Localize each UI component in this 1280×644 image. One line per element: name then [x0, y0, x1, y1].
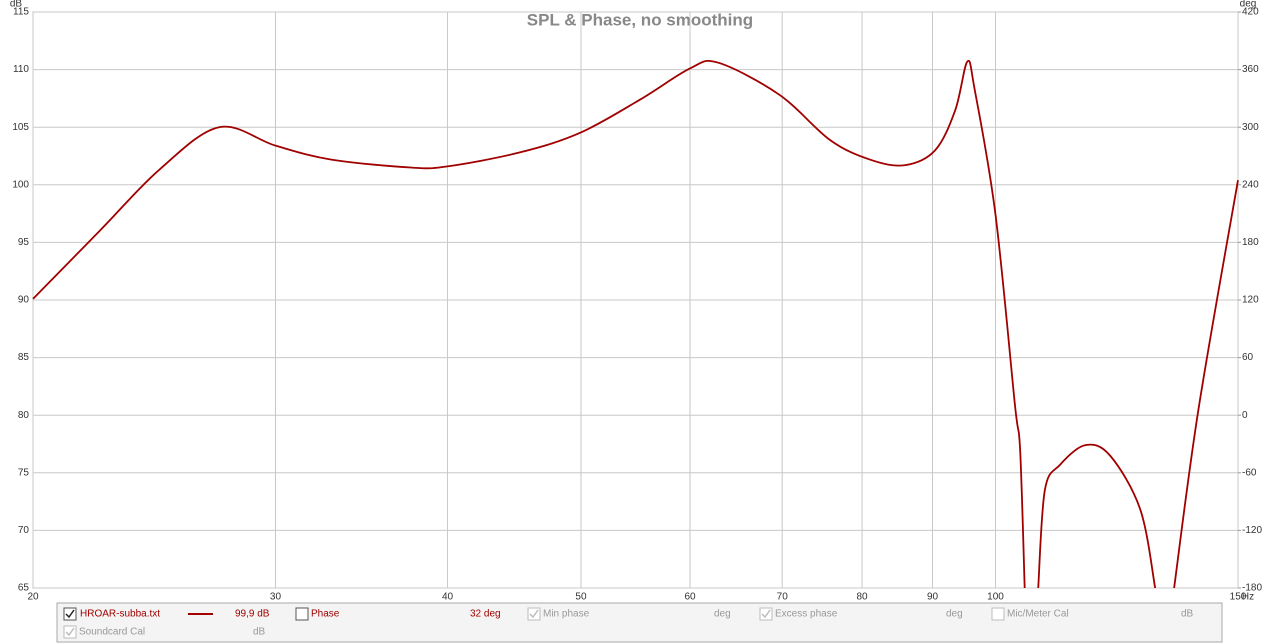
series-checkbox[interactable]: [63, 607, 77, 621]
y2-tick-label: 420: [1242, 7, 1259, 18]
x-tick-label: 90: [927, 592, 939, 603]
legend-checkbox[interactable]: [295, 607, 309, 621]
legend-reading: deg: [946, 609, 963, 620]
chart-title: SPL & Phase, no smoothing: [527, 10, 753, 29]
check-mark: [65, 609, 75, 619]
legend-checkbox[interactable]: [527, 607, 541, 621]
legend-reading: deg: [714, 609, 731, 620]
y2-tick-label: -180: [1242, 583, 1262, 594]
legend-label: Soundcard Cal: [79, 627, 145, 638]
legend-checkbox[interactable]: [759, 607, 773, 621]
x-axis-label: Hz: [1242, 592, 1254, 603]
y2-tick-label: 180: [1242, 237, 1259, 248]
legend-label: Min phase: [543, 609, 590, 620]
y-axis-label: dB: [10, 0, 23, 10]
legend-checkbox[interactable]: [63, 625, 77, 639]
y-tick-label: 65: [18, 583, 30, 594]
check-mark: [761, 609, 771, 619]
y2-tick-label: 120: [1242, 295, 1259, 306]
y2-axis-label: deg: [1240, 0, 1257, 10]
x-tick-label: 20: [27, 592, 39, 603]
y-tick-label: 95: [18, 237, 30, 248]
y-tick-label: 90: [18, 295, 30, 306]
x-tick-label: 100: [987, 592, 1004, 603]
x-tick-label: 80: [857, 592, 869, 603]
y2-tick-label: 300: [1242, 122, 1259, 133]
legend-label: HROAR-subba.txt: [80, 609, 160, 620]
legend-label: Excess phase: [775, 609, 838, 620]
y-tick-label: 100: [12, 179, 29, 190]
legend-label: Mic/Meter Cal: [1007, 609, 1069, 620]
legend-label: Phase: [311, 609, 340, 620]
data-line: [32, 59, 1239, 589]
y2-tick-label: -60: [1242, 467, 1257, 478]
y-tick-label: 105: [12, 122, 29, 133]
y2-tick-label: -120: [1242, 525, 1262, 536]
legend-reading: dB: [1181, 609, 1194, 620]
x-tick-label: 70: [777, 592, 789, 603]
y-tick-label: 110: [13, 64, 29, 75]
y-tick-label: 115: [13, 7, 29, 18]
y2-tick-label: 0: [1242, 410, 1248, 421]
legend-reading: dB: [253, 627, 266, 638]
legend-reading: 32 deg: [470, 609, 501, 620]
legend-checkbox[interactable]: [991, 607, 1005, 621]
x-tick-label: 60: [684, 592, 696, 603]
x-tick-label: 30: [270, 592, 282, 603]
y-tick-label: 70: [18, 525, 30, 536]
legend-reading: 99,9 dB: [235, 609, 270, 620]
y-tick-label: 80: [18, 410, 30, 421]
y2-tick-label: 360: [1242, 64, 1259, 75]
x-tick-label: 50: [575, 592, 587, 603]
x-tick-label: 40: [442, 592, 454, 603]
legend-panel: [56, 602, 1223, 643]
check-mark: [65, 627, 75, 637]
y2-tick-label: 240: [1242, 179, 1259, 190]
y2-tick-label: 60: [1242, 352, 1254, 363]
x-tick-label: 150: [1230, 592, 1247, 603]
y-tick-label: 85: [18, 352, 30, 363]
y-tick-label: 75: [18, 467, 30, 478]
check-mark: [529, 609, 539, 619]
